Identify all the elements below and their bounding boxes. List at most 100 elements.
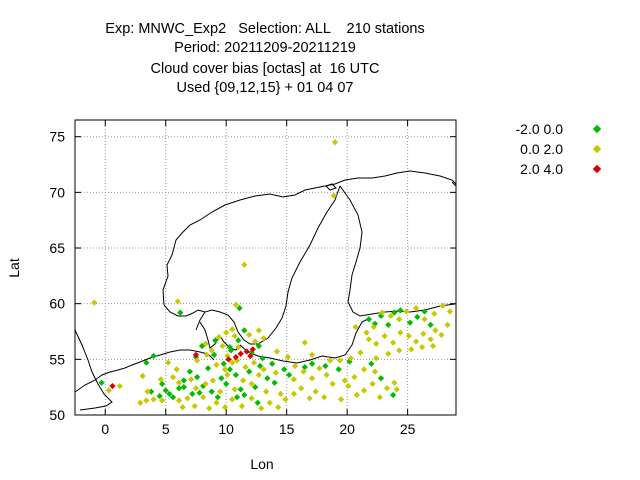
data-point-series-1 (210, 351, 218, 358)
data-point-series-1 (252, 384, 259, 391)
data-point-series-2 (393, 386, 400, 393)
y-tick-label: 75 (49, 129, 65, 145)
data-point-series-1 (150, 352, 157, 360)
data-point-series-1 (204, 365, 212, 372)
data-point-series-2 (206, 405, 213, 412)
data-point-series-2 (194, 357, 201, 364)
data-point-series-2 (242, 364, 249, 371)
legend-label-1: -2.0 0.0 (515, 121, 563, 137)
data-point-series-1 (169, 394, 177, 401)
data-point-series-1 (421, 308, 428, 315)
x-tick-label: 5 (162, 421, 170, 437)
data-point-series-1 (220, 360, 227, 367)
data-point-series-2 (150, 396, 157, 403)
data-point-series-1 (406, 319, 414, 326)
data-point-series-2 (391, 379, 398, 386)
data-point-series-2 (341, 377, 348, 384)
data-point-series-2 (282, 396, 289, 403)
data-point-series-1 (391, 309, 398, 316)
data-point-series-1 (271, 379, 278, 386)
coastline-south-norway (163, 304, 206, 317)
data-point-series-2 (352, 323, 359, 331)
data-point-series-2 (231, 386, 238, 393)
data-point-series-2 (323, 371, 330, 379)
data-point-series-2 (260, 366, 267, 373)
data-point-series-2 (277, 390, 284, 397)
data-point-series-1 (269, 360, 276, 367)
grid-lines (75, 120, 456, 416)
data-point-series-2 (250, 359, 258, 366)
data-point-series-2 (255, 371, 262, 379)
data-point-series-2 (429, 342, 437, 350)
data-point-series-2 (376, 394, 383, 401)
data-point-series-1 (308, 360, 316, 367)
data-point-series-1 (241, 327, 248, 334)
data-point-series-2 (290, 376, 298, 383)
data-point-series-2 (383, 385, 391, 392)
data-point-series-1 (175, 385, 183, 392)
data-point-series-2 (221, 366, 229, 373)
data-point-series-2 (439, 302, 446, 310)
data-point-series-2 (331, 139, 339, 146)
data-point-series-2 (397, 329, 404, 336)
data-point-series-2 (221, 404, 229, 411)
plot-frame (74, 119, 457, 416)
data-point-series-3 (109, 382, 116, 390)
data-point-series-2 (188, 376, 195, 383)
data-point-series-2 (235, 343, 242, 351)
data-point-series-1 (281, 366, 288, 373)
x-tick-label: 0 (101, 421, 109, 437)
data-point-series-1 (427, 321, 434, 328)
data-point-series-1 (218, 375, 225, 382)
data-point-series-2 (329, 380, 336, 387)
data-point-series-1 (237, 386, 244, 393)
data-point-series-1 (254, 399, 261, 406)
data-point-series-2 (301, 339, 308, 346)
coastline-finland-east (339, 185, 456, 317)
data-point-series-1 (368, 360, 375, 367)
data-point-series-2 (363, 329, 370, 336)
data-point-series-2 (446, 308, 454, 315)
coastline-uk (74, 329, 113, 411)
title-line-2: Period: 20211209-20211219 (174, 40, 356, 56)
data-point-series-2 (273, 348, 281, 355)
data-point-series-2 (157, 376, 164, 383)
data-point-series-2 (330, 192, 337, 199)
title-line-3: Cloud cover bias [octas] at 16 UTC (150, 61, 380, 77)
data-point-series-2 (357, 349, 364, 356)
data-point-series-1 (177, 309, 184, 316)
data-point-series-1 (256, 362, 264, 370)
data-point-series-2 (290, 390, 298, 397)
data-point-series-1 (259, 355, 266, 362)
title-line-4: Used {09,12,15} + 01 04 07 (176, 80, 354, 96)
data-point-series-1 (385, 321, 392, 328)
data-point-series-1 (223, 380, 230, 387)
data-point-series-2 (255, 327, 262, 334)
data-point-series-1 (264, 375, 271, 382)
data-point-series-2 (174, 298, 181, 305)
data-point-series-2 (139, 372, 146, 380)
data-point-series-2 (217, 388, 224, 395)
data-point-series-2 (385, 350, 392, 357)
data-point-series-2 (427, 336, 434, 343)
data-point-series-1 (335, 366, 342, 373)
data-point-series-2 (272, 369, 279, 376)
data-point-series-2 (347, 355, 354, 362)
data-point-series-2 (292, 362, 299, 370)
data-point-series-2 (419, 343, 426, 351)
data-point-series-2 (387, 312, 394, 320)
data-point-series-2 (219, 342, 226, 350)
data-point-series-2 (105, 387, 112, 394)
data-point-series-2 (144, 388, 151, 395)
data-point-series-2 (371, 368, 379, 375)
data-point-series-2 (312, 388, 319, 395)
data-point-series-2 (421, 316, 428, 323)
data-point-series-2 (300, 368, 307, 375)
data-point-series-2 (179, 404, 186, 411)
data-point-series-2 (173, 366, 180, 373)
data-point-series-2 (231, 332, 238, 340)
data-points (91, 139, 454, 412)
coastline-island-svalbard (451, 181, 457, 187)
data-point-series-2 (396, 316, 403, 323)
